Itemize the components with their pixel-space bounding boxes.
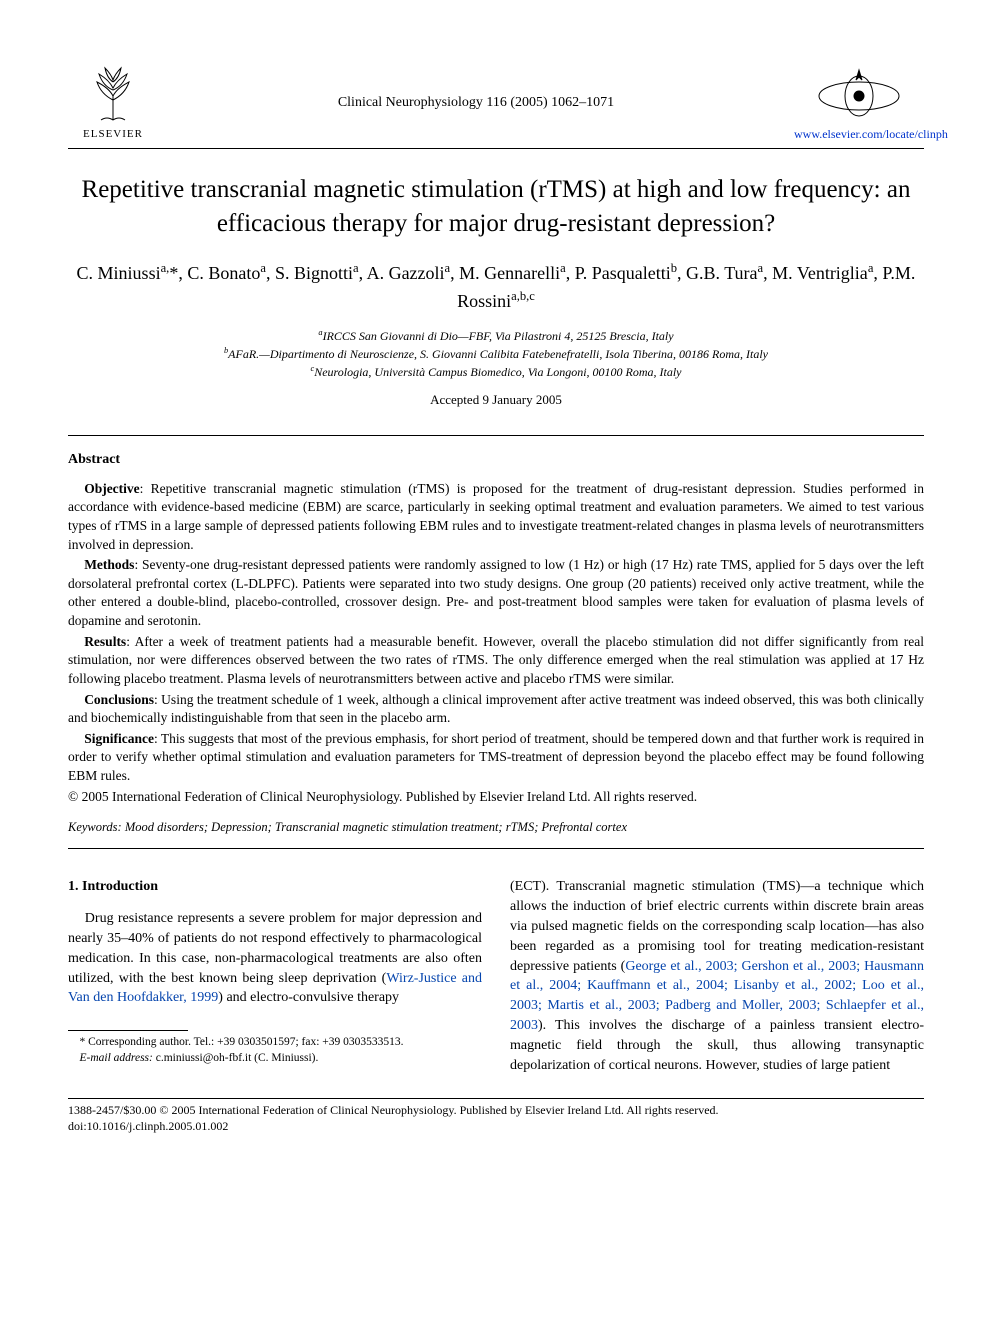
abstract-results-label: Results [84, 634, 126, 649]
right-column: (ECT). Transcranial magnetic stimulation… [510, 877, 924, 1076]
keywords: Keywords: Mood disorders; Depression; Tr… [68, 819, 924, 837]
accepted-date: Accepted 9 January 2005 [68, 391, 924, 409]
abstract-results: Results: After a week of treatment patie… [68, 633, 924, 689]
intro-paragraph-right: (ECT). Transcranial magnetic stimulation… [510, 877, 924, 1076]
abstract-bottom-divider [68, 848, 924, 849]
footnote-rule [68, 1030, 188, 1031]
abstract-significance-label: Significance [84, 731, 154, 746]
header-divider [68, 148, 924, 149]
intro-paragraph-left: Drug resistance represents a severe prob… [68, 909, 482, 1008]
abstract-methods-label: Methods [84, 557, 134, 572]
footnote-email-text: c.miniussi@oh-fbf.it (C. Miniussi). [153, 1052, 319, 1064]
abstract-heading: Abstract [68, 450, 924, 470]
abstract-block: Abstract Objective: Repetitive transcran… [68, 450, 924, 806]
corresponding-author-footnote: * Corresponding author. Tel.: +39 030350… [68, 1035, 482, 1066]
publisher-name: ELSEVIER [83, 127, 143, 142]
elsevier-tree-icon [81, 60, 145, 124]
abstract-objective-label: Objective [84, 481, 139, 496]
affiliation-c: cNeurologia, Università Campus Biomedico… [68, 363, 924, 381]
article-title: Repetitive transcranial magnetic stimula… [68, 173, 924, 241]
body-columns: 1. Introduction Drug resistance represen… [68, 877, 924, 1076]
keywords-label: Keywords: [68, 820, 122, 834]
keywords-text: Mood disorders; Depression; Transcranial… [122, 820, 627, 834]
publisher-logo: ELSEVIER [68, 60, 158, 142]
abstract-significance: Significance: This suggests that most of… [68, 730, 924, 786]
footnote-email-label: E-mail address: [80, 1052, 153, 1064]
affiliation-a: aIRCCS San Giovanni di Dio—FBF, Via Pila… [68, 327, 924, 345]
footer-copyright: 1388-2457/$30.00 © 2005 International Fe… [68, 1102, 924, 1118]
affiliations: aIRCCS San Giovanni di Dio—FBF, Via Pila… [68, 327, 924, 381]
footnote-line-2: E-mail address: c.miniussi@oh-fbf.it (C.… [68, 1051, 482, 1067]
footer-doi: doi:10.1016/j.clinph.2005.01.002 [68, 1118, 924, 1134]
footnote-line-1: * Corresponding author. Tel.: +39 030350… [68, 1035, 482, 1051]
header-row: ELSEVIER Clinical Neurophysiology 116 (2… [68, 60, 924, 142]
affiliation-b: bAFaR.—Dipartimento di Neuroscienze, S. … [68, 345, 924, 363]
journal-reference: Clinical Neurophysiology 116 (2005) 1062… [158, 93, 794, 143]
abstract-top-divider [68, 435, 924, 436]
abstract-conclusions-label: Conclusions [84, 692, 154, 707]
authors-list: C. Miniussia,*, C. Bonatoa, S. Bignottia… [68, 259, 924, 315]
compass-icon [814, 66, 904, 122]
journal-url-link[interactable]: www.elsevier.com/locate/clinph [794, 126, 924, 143]
abstract-conclusions: Conclusions: Using the treatment schedul… [68, 691, 924, 728]
introduction-heading: 1. Introduction [68, 877, 482, 897]
left-column: 1. Introduction Drug resistance represen… [68, 877, 482, 1076]
abstract-objective: Objective: Repetitive transcranial magne… [68, 480, 924, 555]
abstract-copyright: © 2005 International Federation of Clini… [68, 788, 924, 807]
footer-rule [68, 1098, 924, 1099]
abstract-methods: Methods: Seventy-one drug-resistant depr… [68, 556, 924, 631]
journal-logo-block: www.elsevier.com/locate/clinph [794, 66, 924, 143]
